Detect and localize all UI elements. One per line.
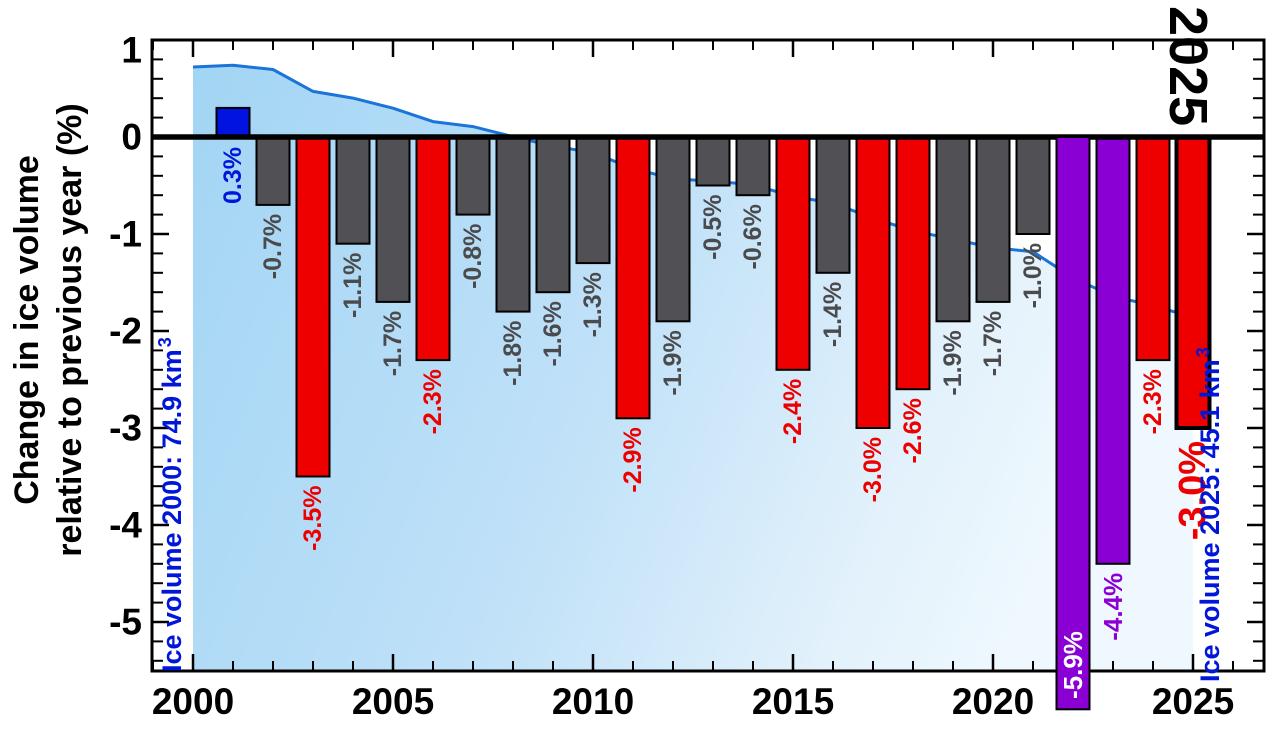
bar-label-2005: -1.7% (379, 311, 407, 376)
y-axis-title-line2: relative to previous year (%) (51, 103, 89, 557)
bar-label-2007: -0.8% (459, 224, 487, 289)
bar-label-2003: -3.5% (299, 486, 327, 551)
plot-border (150, 38, 1266, 673)
bar-label-2024: -2.3% (1139, 369, 1167, 434)
bar-label-2009: -1.6% (539, 301, 567, 366)
current-year-label: 2025 (1158, 6, 1218, 127)
bar-2017 (855, 136, 891, 429)
bar-label-2002: -0.7% (259, 214, 287, 279)
bar-label-2006: -2.3% (419, 369, 447, 434)
ice-volume-2025-superscript: 3 (1193, 347, 1213, 358)
y-tick-label--1: -1 (109, 214, 142, 255)
bar-2009 (535, 136, 571, 294)
bar-label-2025: -3.0% (1172, 441, 1214, 540)
bar-2008 (495, 136, 531, 313)
y-axis-title-line1: Change in ice volume (8, 155, 46, 505)
y-tick-label--5: -5 (109, 602, 142, 643)
bar-2007 (455, 136, 491, 216)
bar-label-2016: -1.4% (819, 282, 847, 347)
bar-label-2021: -1.0% (1019, 243, 1047, 308)
bar-label-2019: -1.9% (939, 330, 967, 395)
bar-label-2012: -1.9% (659, 330, 687, 395)
y-tick-label-0: 0 (121, 117, 142, 158)
y-axis-title: Change in ice volume relative to previou… (6, 35, 92, 625)
bar-label-2010: -1.3% (579, 272, 607, 337)
bar-label-2017: -3.0% (859, 437, 887, 502)
y-tick-label--3: -3 (109, 408, 142, 449)
bar-2020 (975, 136, 1011, 303)
x-tick-label-2025: 2025 (1152, 681, 1234, 722)
x-tick-label-2005: 2005 (352, 681, 434, 722)
bar-2005 (375, 136, 411, 303)
bar-label-2022: -5.9% (1058, 631, 1088, 699)
bar-2015 (775, 136, 811, 371)
bar-label-2013: -0.5% (699, 195, 727, 260)
bar-label-2001: 0.3% (219, 147, 247, 204)
ice-volume-2025-annotation: Ice volume 2025: 45.1 km3 (1193, 347, 1228, 682)
x-tick-label-2015: 2015 (752, 681, 834, 722)
bar-2024 (1135, 136, 1171, 362)
bar-2022 (1055, 136, 1091, 711)
bar-2021 (1015, 136, 1051, 235)
bar-label-2011: -2.9% (619, 427, 647, 492)
bar-2001 (215, 106, 251, 139)
bar-label-2018: -2.6% (899, 398, 927, 463)
y-tick-label--2: -2 (109, 311, 142, 352)
bar-label-2014: -0.6% (739, 204, 767, 269)
x-tick-label-2000: 2000 (152, 681, 234, 722)
bar-2011 (615, 136, 651, 420)
bar-2016 (815, 136, 851, 274)
bar-2010 (575, 136, 611, 265)
bar-2003 (295, 136, 331, 478)
bar-2006 (415, 136, 451, 362)
bar-label-2020: -1.7% (979, 311, 1007, 376)
ice-volume-2000-annotation: Ice volume 2000: 74.9 km3 (155, 337, 190, 672)
ice-volume-2025-text: Ice volume 2025: 45.1 km (1195, 359, 1225, 682)
bar-2012 (655, 136, 691, 323)
bar-2023 (1095, 136, 1131, 565)
x-tick-label-2010: 2010 (552, 681, 634, 722)
ice-volume-curve (192, 63, 1194, 319)
bar-label-2023: -4.4% (1098, 573, 1128, 641)
bar-label-2008: -1.8% (499, 321, 527, 386)
bar-2018 (895, 136, 931, 391)
bar-2014 (735, 136, 771, 197)
bar-label-2004: -1.1% (339, 253, 367, 318)
ice-volume-2000-text: Ice volume 2000: 74.9 km (157, 349, 187, 672)
bar-2019 (935, 136, 971, 323)
y-tick-label-1: 1 (121, 30, 142, 71)
bar-2002 (255, 136, 291, 206)
bar-label-2015: -2.4% (779, 379, 807, 444)
bar-2004 (335, 136, 371, 245)
x-tick-label-2020: 2020 (952, 681, 1034, 722)
ice-volume-2000-superscript: 3 (155, 337, 175, 348)
y-tick-label--4: -4 (109, 505, 142, 546)
bar-2013 (695, 136, 731, 187)
